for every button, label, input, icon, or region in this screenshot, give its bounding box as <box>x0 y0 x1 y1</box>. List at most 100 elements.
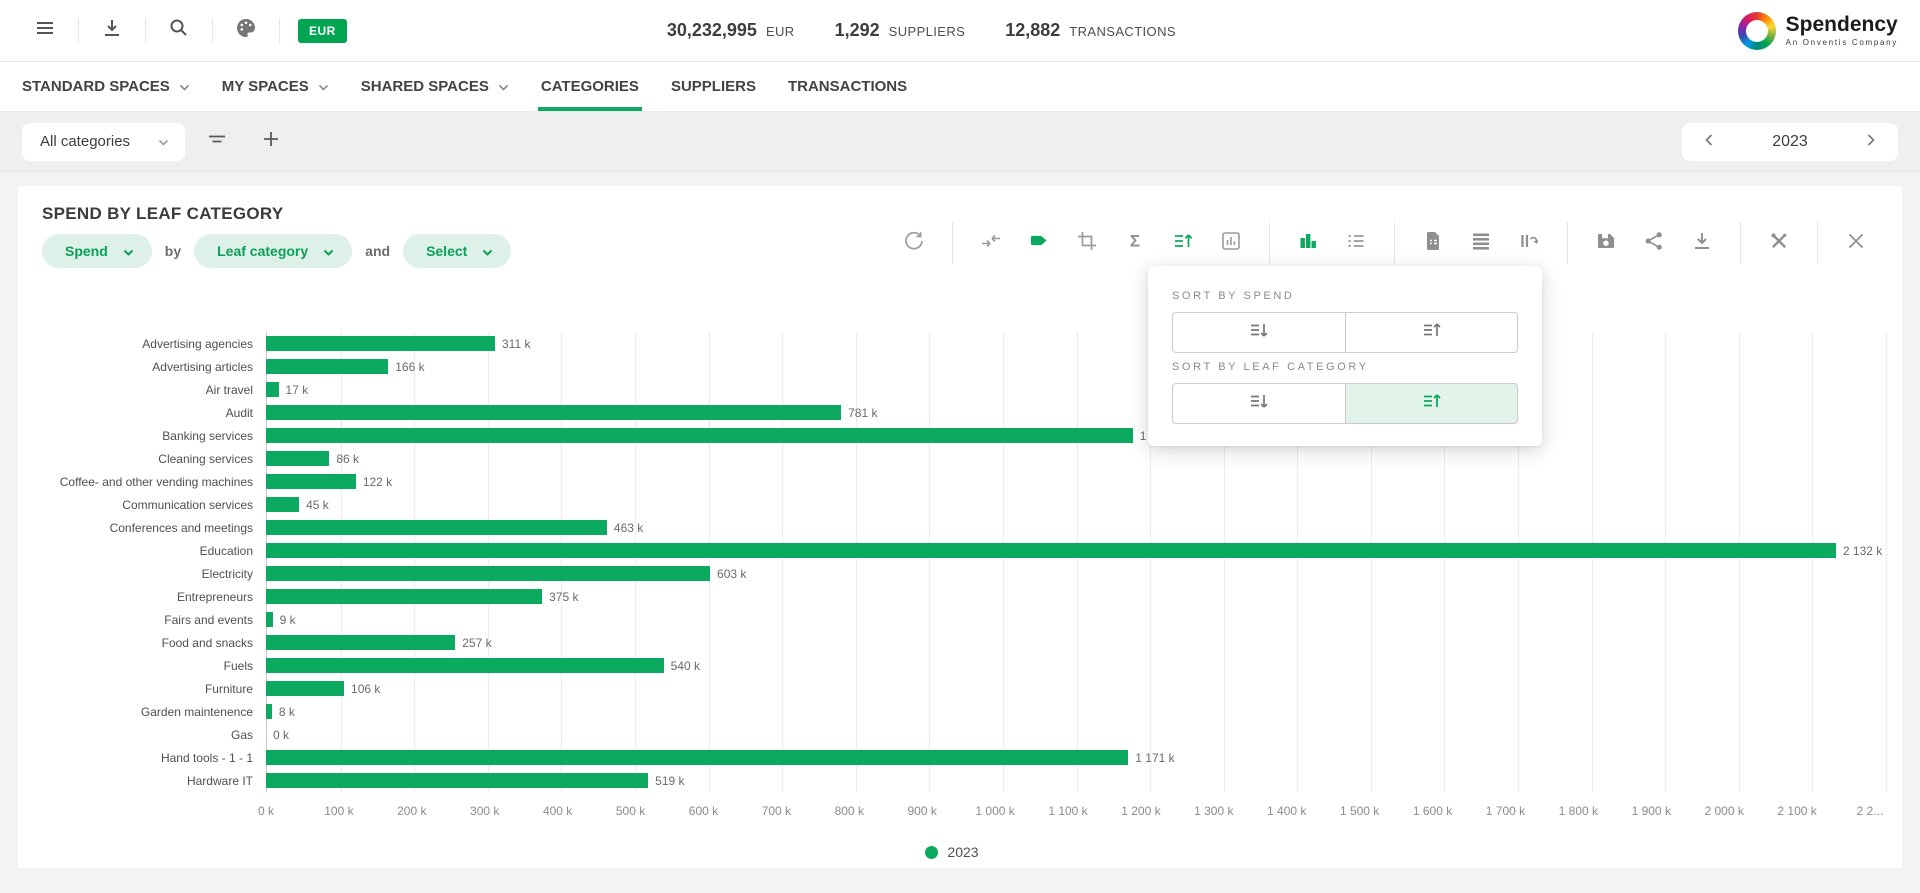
bar[interactable] <box>266 359 389 374</box>
bar[interactable] <box>266 451 330 466</box>
dimension-value: Leaf category <box>217 243 309 259</box>
sort-button[interactable] <box>1159 222 1207 264</box>
currency-badge[interactable]: EUR <box>298 18 347 43</box>
add-filter-button[interactable] <box>249 122 293 162</box>
close-widget-button[interactable] <box>1832 222 1880 264</box>
chart-row: Coffee- and other vending machines 122 k <box>18 470 1886 493</box>
previous-year-button[interactable] <box>1698 131 1720 153</box>
year-selector[interactable]: 2023 <box>1682 122 1898 161</box>
sort-leaf-category-descending-button[interactable] <box>1172 383 1346 424</box>
bar[interactable] <box>266 704 272 719</box>
theme-button[interactable] <box>223 11 269 51</box>
x-tick-label: 0 k <box>257 804 275 818</box>
filter-button[interactable] <box>195 122 239 162</box>
x-tick-label: 900 k <box>907 804 937 818</box>
chart-row: Advertising articles 166 k <box>18 355 1886 378</box>
bar-track: 45 k <box>266 493 1886 516</box>
bar-value-label: 122 k <box>362 474 393 489</box>
tab-categories[interactable]: CATEGORIES <box>525 62 655 111</box>
stat-value: 30,232,995 <box>666 20 757 40</box>
bar[interactable] <box>266 497 300 512</box>
bar-track: 375 k <box>266 585 1886 608</box>
next-year-button[interactable] <box>1860 131 1882 153</box>
x-tick-label: 100 k <box>324 804 354 818</box>
brand-tagline: An Onventis Company <box>1785 38 1898 47</box>
legend: 2023 <box>18 844 1886 860</box>
bar[interactable] <box>266 566 711 581</box>
bar-track: 86 k <box>266 447 1886 470</box>
sort-spend-ascending-button[interactable] <box>1345 312 1518 353</box>
menu-button[interactable] <box>22 11 68 51</box>
bar[interactable] <box>266 520 607 535</box>
save-button[interactable] <box>1582 222 1630 264</box>
tab-shared-spaces[interactable]: SHARED SPACES <box>345 62 525 111</box>
measure-select[interactable]: Spend <box>42 234 152 268</box>
category-label: Hand tools - 1 - 1 <box>160 750 253 765</box>
category-label: Cleaning services <box>158 451 253 466</box>
stat-value: 1,292 <box>834 20 880 40</box>
sort-popup: SORT BY SPEND SORT BY LEAF CATEGORY <box>1148 266 1542 446</box>
settings-button[interactable] <box>1755 222 1803 264</box>
share-button[interactable] <box>1630 222 1678 264</box>
sort-spend-descending-button[interactable] <box>1172 312 1346 353</box>
gridlines <box>266 332 1887 792</box>
bar[interactable] <box>266 405 842 420</box>
measure-value: Spend <box>65 243 108 259</box>
category-label: Food and snacks <box>161 635 253 650</box>
bar[interactable] <box>266 681 345 696</box>
sum-button[interactable]: Σ <box>1111 222 1159 264</box>
tab-transactions[interactable]: TRANSACTIONS <box>772 62 923 111</box>
category-filter-value: All categories <box>40 133 131 150</box>
tag-button[interactable] <box>1015 222 1063 264</box>
stat-label: EUR <box>765 24 795 39</box>
bar[interactable] <box>266 773 649 788</box>
bar-chart-view-button[interactable] <box>1284 222 1332 264</box>
sort-leaf-category-ascending-button[interactable] <box>1345 383 1518 424</box>
dimension-select[interactable]: Leaf category <box>194 234 353 268</box>
tab-suppliers[interactable]: SUPPLIERS <box>655 62 772 111</box>
summary-stats: 30,232,995 EUR 1,292 SUPPLIERS 12,882 TR… <box>667 20 1176 41</box>
report-view-button[interactable] <box>1409 222 1457 264</box>
bar[interactable] <box>266 589 543 604</box>
bar[interactable] <box>266 635 456 650</box>
list-view-button[interactable] <box>1332 222 1380 264</box>
merge-button[interactable] <box>967 222 1015 264</box>
bar[interactable] <box>266 428 1133 443</box>
bar[interactable] <box>266 543 1836 558</box>
bar[interactable] <box>266 750 1129 765</box>
refresh-button[interactable] <box>890 222 938 264</box>
pivot-view-button[interactable] <box>1505 222 1553 264</box>
filter-bar: All categories 2023 <box>0 112 1920 172</box>
bar[interactable] <box>266 658 664 673</box>
secondary-dimension-select[interactable]: Select <box>403 234 512 268</box>
divider <box>952 222 953 264</box>
logo-ring-icon <box>1737 11 1776 50</box>
bar-value-label: 311 k <box>502 336 531 351</box>
bar-track: 2 132 k <box>266 539 1886 562</box>
bar[interactable] <box>266 474 356 489</box>
download-widget-button[interactable] <box>1678 222 1726 264</box>
gridline <box>1223 332 1225 792</box>
bar[interactable] <box>266 336 495 351</box>
save-icon <box>1595 230 1617 257</box>
crop-button[interactable] <box>1063 222 1111 264</box>
tab-standard-spaces[interactable]: STANDARD SPACES <box>6 62 206 111</box>
category-label: Entrepreneurs <box>176 589 253 604</box>
rows-view-button[interactable] <box>1457 222 1505 264</box>
x-tick-label: 400 k <box>542 804 573 818</box>
bar[interactable] <box>266 612 273 627</box>
x-tick-label: 1 300 k <box>1194 804 1234 818</box>
bar-value-label: 603 k <box>717 566 747 581</box>
legend-item[interactable]: 2023 <box>925 844 979 860</box>
bar-track: 106 k <box>266 677 1886 700</box>
year-value: 2023 <box>1772 132 1808 150</box>
category-filter-select[interactable]: All categories <box>22 122 186 161</box>
search-button[interactable] <box>156 11 202 51</box>
tab-my-spaces[interactable]: MY SPACES <box>206 62 345 111</box>
columns-button[interactable] <box>1207 222 1255 264</box>
category-label: Education <box>199 543 253 558</box>
divider <box>1740 222 1741 264</box>
export-button[interactable] <box>89 11 135 51</box>
x-tick-label: 800 k <box>834 804 864 818</box>
bar[interactable] <box>266 382 279 397</box>
